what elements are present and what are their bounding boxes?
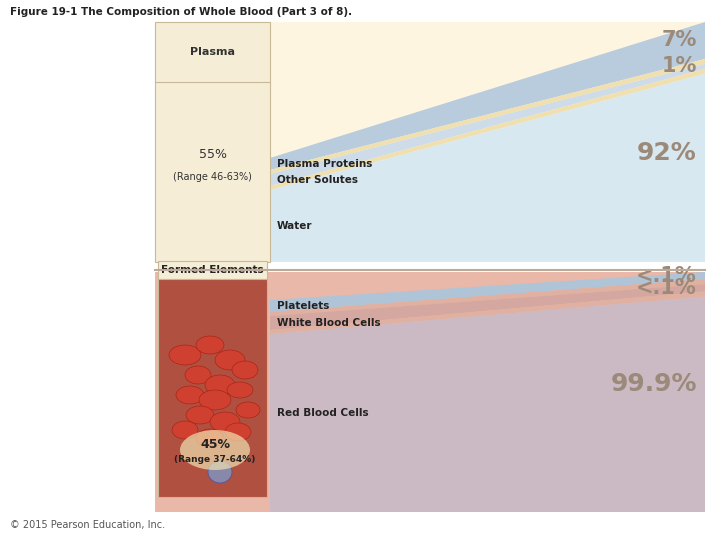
Ellipse shape	[185, 366, 211, 384]
Text: (Range 46-63%): (Range 46-63%)	[173, 172, 252, 182]
Text: 1%: 1%	[662, 56, 697, 76]
Ellipse shape	[199, 390, 231, 410]
Ellipse shape	[196, 336, 224, 354]
Text: Red Blood Cells: Red Blood Cells	[277, 408, 369, 418]
Bar	[158, 279, 267, 497]
Polygon shape	[270, 296, 705, 512]
Ellipse shape	[196, 429, 224, 447]
Text: 7%: 7%	[662, 30, 697, 50]
Ellipse shape	[176, 386, 204, 404]
Polygon shape	[270, 279, 705, 316]
Text: 45%: 45%	[200, 438, 230, 451]
Text: Figure 19-1 The Composition of Whole Blood (Part 3 of 8).: Figure 19-1 The Composition of Whole Blo…	[10, 7, 352, 17]
Text: Plasma Proteins: Plasma Proteins	[277, 159, 372, 169]
Text: 55%: 55%	[199, 147, 227, 160]
Polygon shape	[270, 64, 705, 186]
Bar	[155, 22, 270, 262]
Ellipse shape	[180, 430, 250, 470]
Ellipse shape	[227, 382, 253, 398]
Ellipse shape	[186, 406, 214, 424]
Text: Formed Elements: Formed Elements	[161, 265, 264, 275]
Text: 92%: 92%	[637, 141, 697, 165]
Polygon shape	[270, 292, 705, 334]
Polygon shape	[270, 22, 705, 170]
Bar	[158, 261, 267, 279]
Ellipse shape	[205, 375, 235, 395]
Ellipse shape	[225, 423, 251, 441]
Ellipse shape	[232, 361, 258, 379]
Polygon shape	[155, 22, 705, 262]
Ellipse shape	[215, 350, 245, 370]
Polygon shape	[270, 272, 705, 312]
Text: Platelets: Platelets	[277, 301, 329, 311]
Text: © 2015 Pearson Education, Inc.: © 2015 Pearson Education, Inc.	[10, 520, 165, 530]
Text: <.1%: <.1%	[636, 278, 697, 298]
Text: White Blood Cells: White Blood Cells	[277, 318, 381, 328]
Text: Water: Water	[277, 221, 312, 231]
Polygon shape	[270, 69, 705, 190]
Ellipse shape	[208, 461, 232, 483]
Text: <.1%: <.1%	[636, 266, 697, 286]
Polygon shape	[270, 284, 705, 330]
Polygon shape	[155, 272, 705, 512]
Text: (Range 37-64%): (Range 37-64%)	[174, 456, 256, 464]
Polygon shape	[270, 74, 705, 262]
Ellipse shape	[236, 402, 260, 418]
Ellipse shape	[169, 345, 201, 365]
Polygon shape	[270, 59, 705, 174]
Text: 99.9%: 99.9%	[611, 372, 697, 396]
Ellipse shape	[210, 412, 240, 432]
Ellipse shape	[172, 421, 198, 439]
Text: Other Solutes: Other Solutes	[277, 175, 358, 185]
Text: Plasma: Plasma	[190, 47, 235, 57]
